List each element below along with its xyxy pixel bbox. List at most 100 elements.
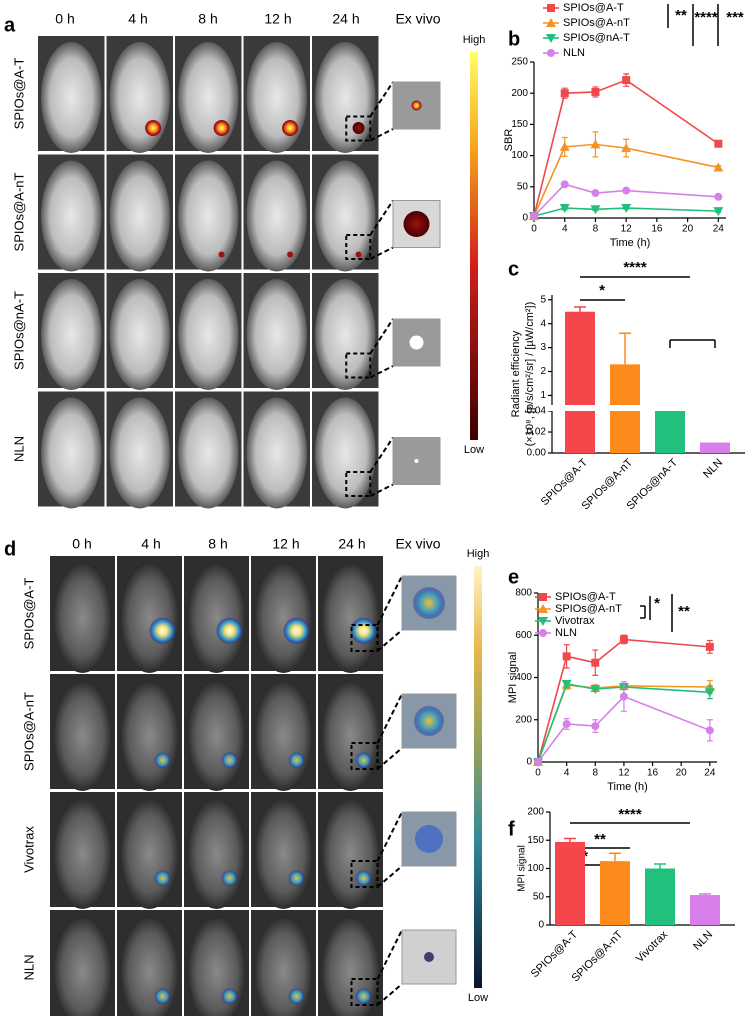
y-tick-label: 50 [517,181,529,192]
significance: * [582,848,588,865]
signal [154,752,171,769]
zoom-line [369,365,394,379]
marker [619,692,628,701]
mouse-body [178,160,239,272]
legend-marker [539,629,547,637]
y-tick-label: 0.04 [527,406,547,417]
marker [530,212,538,221]
bar [700,442,730,453]
mouse-body [315,42,376,153]
panel-label: f [508,818,515,840]
x-tick-label: 0 [531,224,537,235]
colorbar [474,566,482,988]
mouse-body [53,916,112,1016]
zoom-line [376,575,403,626]
mouse-body [187,562,246,673]
legend-marker [546,18,556,27]
y-tick-label: 150 [527,835,544,846]
colorbar [470,52,478,440]
mouse-body [120,798,179,909]
mouse-body [254,562,313,673]
zoom-line [376,811,403,862]
mouse-body [41,397,102,509]
marker [560,89,569,98]
y-tick-label: 0 [526,757,532,768]
error-bar [619,332,631,365]
marker [621,204,632,214]
y-tick-label: 0.00 [527,448,547,459]
zoom-line [369,199,394,236]
y-tick-label: 5 [540,294,546,305]
mouse-body [246,279,307,390]
column-label: 24 h [332,11,359,27]
x-tick-label: 8 [592,768,598,779]
signal [355,988,372,1005]
row-label: SPIOs@A-nT [11,172,26,251]
y-axis-label: MPI signal [507,652,519,703]
y-tick-label: 100 [527,863,544,874]
mouse-body [53,798,112,909]
marker [534,758,542,766]
signal [154,870,171,887]
mouse-body [321,680,380,791]
colorbar-low: Low [464,444,484,456]
column-label: 4 h [141,536,160,552]
mouse-body [53,680,112,791]
signal [288,870,305,887]
y-tick-label: 0.02 [527,427,547,438]
y-tick-label: 800 [515,588,532,599]
signal [221,870,238,887]
legend-label: NLN [563,47,585,59]
column-label: 8 h [208,536,227,552]
mouse-body [109,397,170,509]
signal [149,617,176,644]
significance: ** [675,7,687,24]
y-axis-label: Radiant efficiency [510,330,522,417]
mouse-body [178,397,239,509]
roi-box [345,352,372,379]
mouse-body [187,680,246,791]
marker [591,87,600,96]
roi-box [350,978,379,1006]
mouse-body [53,562,112,673]
signal [288,752,305,769]
roi-box [345,115,372,142]
row-label: SPIOs@A-T [11,58,26,130]
mouse-body [315,279,376,390]
signal [283,617,310,644]
mouse-body [315,160,376,272]
colorbar-high: High [463,34,486,46]
signal [145,120,162,136]
x-tick-label: 24 [704,768,716,779]
ex-vivo-image [392,318,441,367]
zoom-line [369,436,394,473]
panel-label: b [508,28,520,50]
mouse-body [187,798,246,909]
column-label: Ex vivo [395,11,440,27]
marker [590,139,601,149]
marker [559,204,570,214]
x-tick-label: 16 [651,224,663,235]
column-label: 0 h [72,536,91,552]
marker [562,719,571,728]
x-tick-label: NLN [701,457,725,481]
legend-label: SPIOs@nA-T [563,32,630,44]
x-tick-label: 12 [618,768,630,779]
mouse-body [109,279,170,390]
error-bar [654,863,666,869]
marker [591,722,600,731]
ex-vivo-signal [415,825,443,853]
significance: * [599,282,605,299]
bar [600,861,630,925]
bar [555,841,585,925]
roi-box [350,860,379,888]
x-tick-label: 20 [682,224,694,235]
mouse-body [41,160,102,272]
row-label: NLN [21,954,36,980]
legend-marker [538,604,548,613]
roi-box [350,624,379,652]
marker [559,141,570,151]
mouse-body [41,279,102,390]
significance: ** [594,831,606,848]
axis-break [546,405,749,411]
